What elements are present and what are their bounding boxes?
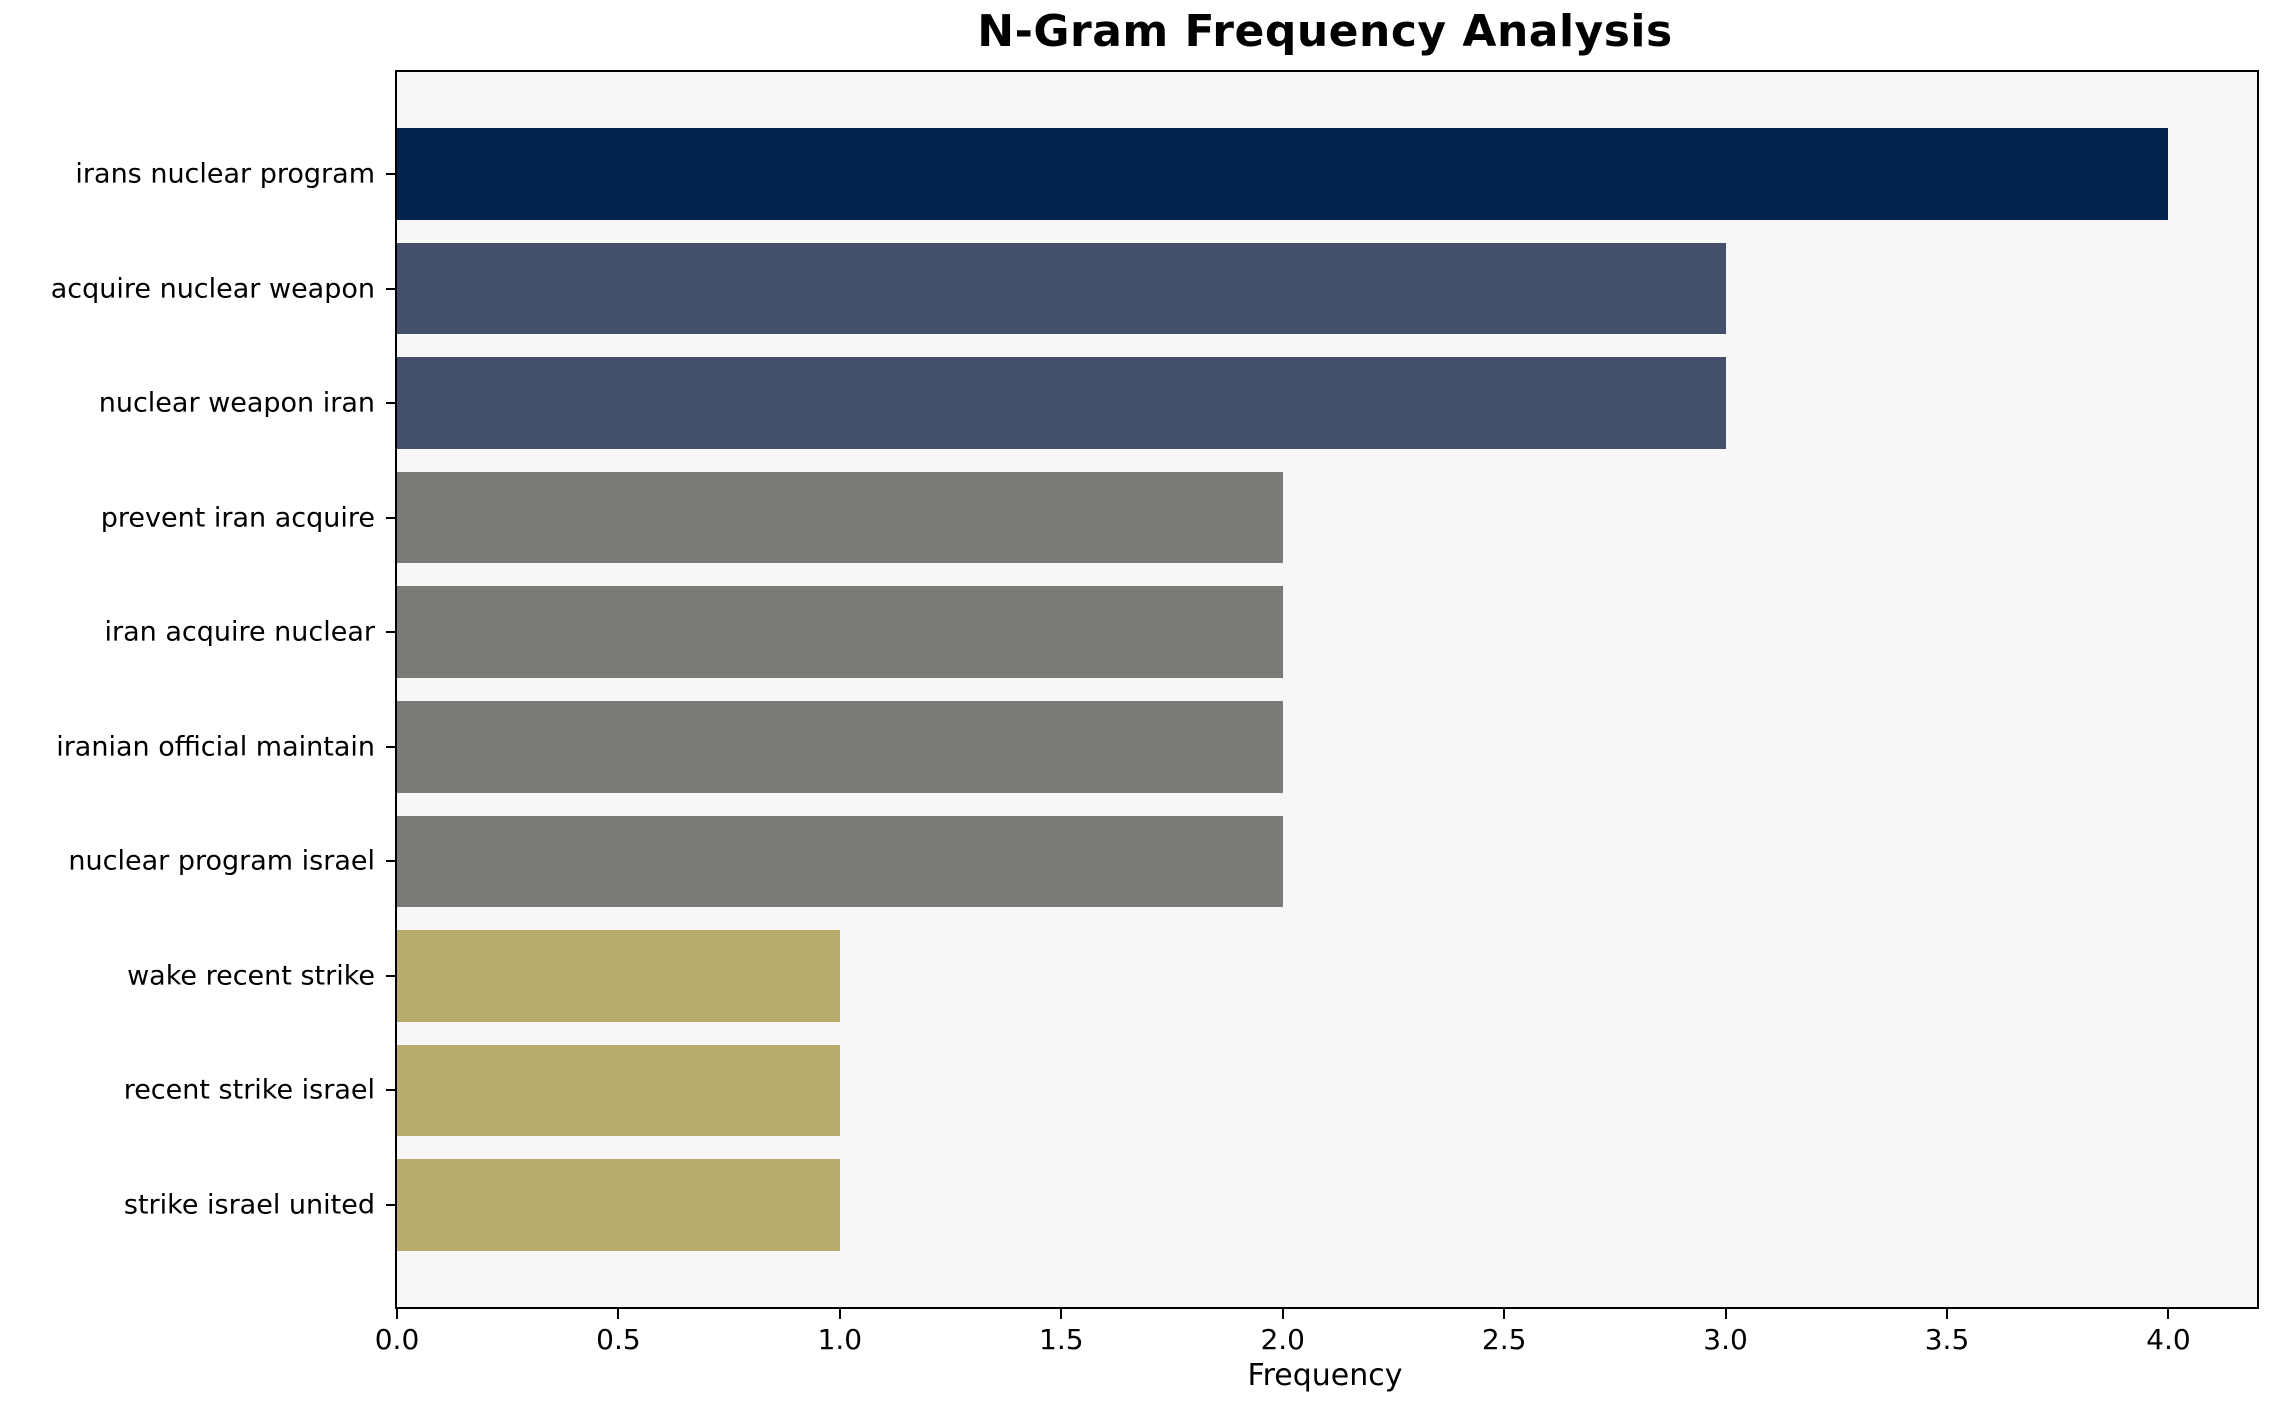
bar-iran-acquire-nuclear (397, 586, 1283, 679)
y-tick-label: irans nuclear program (75, 158, 375, 190)
x-tick-label: 4.0 (2146, 1323, 2191, 1356)
x-tick-label: 2.0 (1260, 1323, 1305, 1356)
x-tick-mark (1724, 1309, 1727, 1319)
y-tick-mark (386, 402, 395, 405)
x-tick-mark (2167, 1309, 2170, 1319)
chart-title: N-Gram Frequency Analysis (977, 6, 1673, 57)
y-tick-mark (386, 1089, 395, 1092)
x-tick-label: 1.0 (817, 1323, 863, 1356)
bar-strike-israel-united (397, 1159, 840, 1251)
y-tick-mark (386, 287, 395, 290)
x-tick-mark (1946, 1309, 1948, 1319)
y-tick-mark (386, 516, 395, 519)
y-tick-label: iranian official maintain (56, 731, 375, 763)
y-tick-mark (386, 860, 395, 863)
bar-nuclear-program-israel (397, 815, 1283, 908)
x-tick-label: 1.5 (1039, 1323, 1084, 1356)
x-tick-mark (1060, 1309, 1063, 1319)
y-tick-label: iran acquire nuclear (104, 616, 375, 648)
x-tick-label: 0.0 (374, 1323, 420, 1356)
y-tick-mark (386, 172, 395, 175)
y-tick-mark (386, 974, 395, 977)
x-tick-mark (396, 1309, 398, 1319)
y-tick-mark (386, 1204, 395, 1207)
bar-prevent-iran-acquire (397, 471, 1283, 564)
x-tick-label: 0.5 (596, 1323, 641, 1356)
y-tick-label: recent strike israel (123, 1074, 375, 1106)
x-tick-mark (838, 1309, 841, 1319)
y-tick-label: acquire nuclear weapon (50, 273, 375, 305)
bar-iranian-official-maintain (397, 700, 1283, 793)
x-tick-mark (1281, 1309, 1284, 1319)
bar-irans-nuclear-program (397, 128, 2169, 220)
x-tick-mark (617, 1309, 620, 1319)
y-tick-label: wake recent strike (127, 960, 375, 992)
y-tick-label: nuclear program israel (68, 845, 375, 877)
plot-area (395, 70, 2259, 1309)
x-tick-label: 2.5 (1481, 1323, 1527, 1356)
x-tick-mark (1503, 1309, 1506, 1319)
bar-wake-recent-strike (397, 930, 840, 1022)
bar-nuclear-weapon-iran (397, 357, 1726, 449)
bar-acquire-nuclear-weapon (397, 242, 1726, 335)
y-tick-mark (386, 631, 395, 634)
x-tick-label: 3.5 (1924, 1323, 1970, 1356)
y-tick-label: strike israel united (123, 1189, 375, 1221)
y-tick-label: prevent iran acquire (100, 502, 375, 534)
y-tick-mark (386, 745, 395, 748)
x-tick-label: 3.0 (1703, 1323, 1748, 1356)
x-axis-label: Frequency (1247, 1358, 1403, 1393)
y-tick-label: nuclear weapon iran (98, 387, 375, 419)
bar-recent-strike-israel (397, 1044, 840, 1137)
